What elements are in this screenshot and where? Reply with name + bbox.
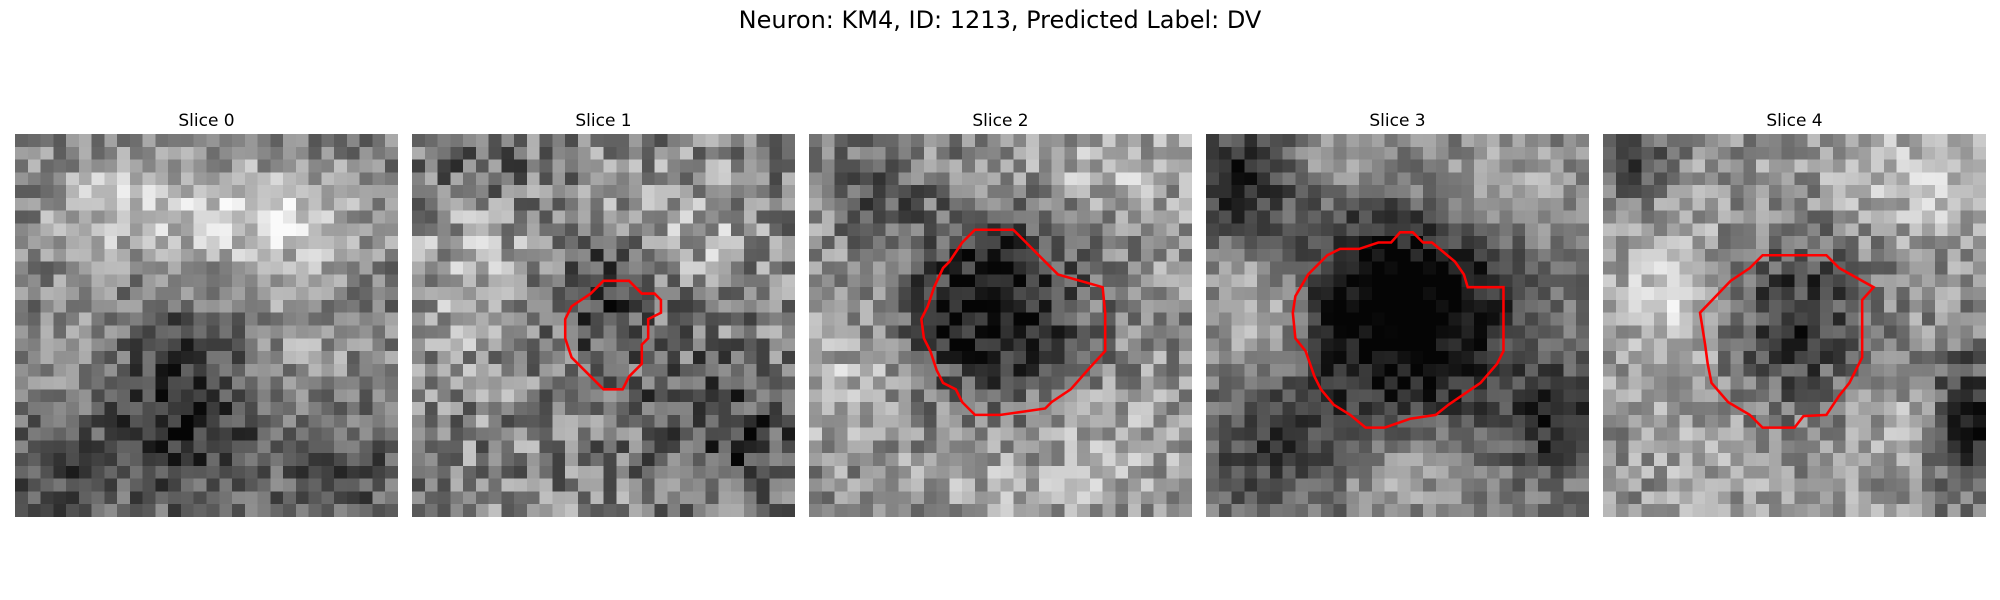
- panel-title: Slice 3: [1369, 111, 1426, 131]
- figure-title: Neuron: KM4, ID: 1213, Predicted Label: …: [738, 6, 1262, 34]
- roi-outline: [563, 279, 663, 391]
- slice-image: [1603, 134, 1986, 517]
- slice-image: [412, 134, 795, 517]
- slice-image: [15, 134, 398, 517]
- roi-outline: [920, 228, 1107, 417]
- panel-slice-3: Slice 3: [1206, 108, 1589, 517]
- slice-image: [1206, 134, 1589, 517]
- slice-image: [809, 134, 1192, 517]
- panel-slice-1: Slice 1: [412, 108, 795, 517]
- panel-slice-0: Slice 0: [15, 108, 398, 517]
- panel-title: Slice 2: [972, 111, 1029, 131]
- roi-outline: [1291, 231, 1505, 429]
- panel-title: Slice 0: [178, 111, 235, 131]
- panel-title: Slice 1: [575, 111, 632, 131]
- panel-slice-2: Slice 2: [809, 108, 1192, 517]
- roi-outline: [1698, 254, 1876, 429]
- panel-title: Slice 4: [1766, 111, 1823, 131]
- panel-slice-4: Slice 4: [1603, 108, 1986, 517]
